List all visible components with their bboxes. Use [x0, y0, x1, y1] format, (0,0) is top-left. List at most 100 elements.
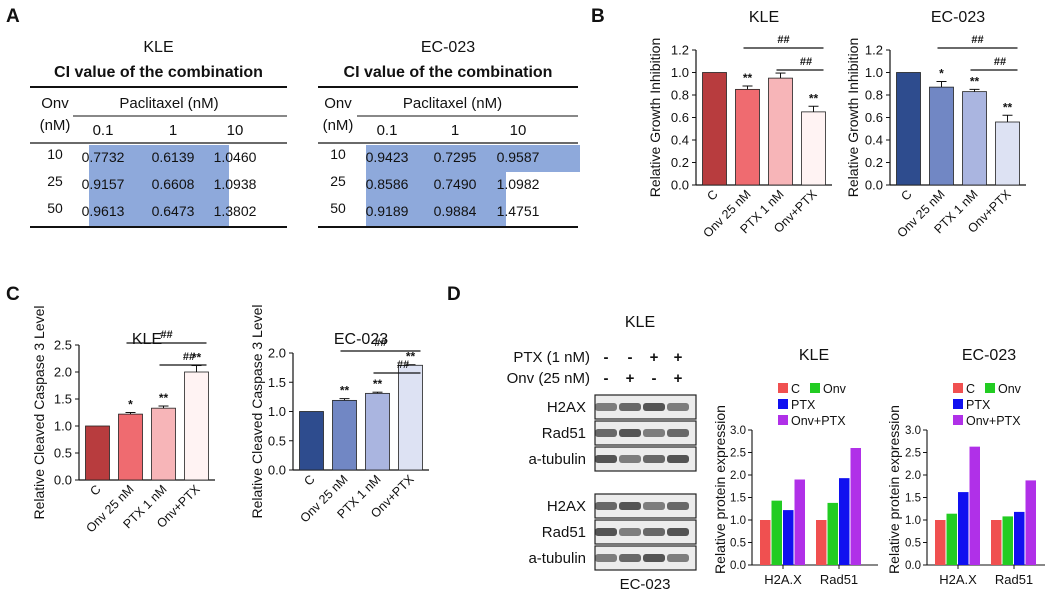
onv-dose: 10: [330, 146, 346, 162]
ptx-column-header: 1: [451, 122, 459, 139]
x-group-label: H2A.X: [764, 572, 802, 587]
significance-mark: **: [159, 391, 169, 405]
bracket-label: ##: [397, 359, 409, 371]
ci-value: 0.9587: [497, 149, 540, 165]
significance-mark: *: [939, 67, 944, 81]
y-tick-label: 2.0: [54, 365, 72, 380]
panel-label-d: D: [447, 284, 461, 305]
ci-value: 0.6473: [152, 203, 195, 219]
ci-value: 0.7295: [434, 149, 477, 165]
band-label: a-tubulin: [528, 550, 586, 567]
y-tick-label: 2.0: [268, 346, 286, 361]
protein-band: [595, 528, 617, 536]
chart-title: KLE: [132, 331, 162, 348]
highlight-cell: [89, 199, 159, 226]
protein-band: [619, 554, 641, 562]
table-caption: CI value of the combination: [344, 64, 553, 81]
bar: [768, 77, 793, 186]
protein-band: [619, 528, 641, 536]
x-group-label: Rad51: [995, 572, 1033, 587]
y-tick-label: 3.0: [905, 425, 921, 437]
y-tick-label: 0.5: [54, 446, 72, 461]
bar: [398, 364, 423, 471]
bar: [801, 111, 826, 186]
bar: [839, 478, 850, 565]
bar: [365, 392, 390, 471]
protein-band: [643, 455, 665, 463]
bar: [702, 72, 727, 186]
treatment-sign: -: [652, 370, 657, 387]
legend-label: C: [966, 382, 975, 396]
bar: [735, 88, 760, 186]
bar: [771, 500, 782, 565]
y-tick-label: 1.0: [730, 515, 746, 527]
protein-band: [595, 455, 617, 463]
legend-label: Onv: [998, 382, 1022, 396]
bracket-label: ##: [971, 34, 983, 46]
y-axis-label: Relative protein expression: [886, 405, 902, 574]
chart-protein-kle: KLE Relative protein expression 0.0 0.5 1.0 1…: [712, 347, 878, 587]
significance-mark: **: [809, 91, 819, 105]
blot-group-ec023: H2AX Rad51 a-tubulin: [528, 493, 697, 571]
y-tick-label: 2.5: [905, 448, 921, 460]
band-label: H2AX: [547, 399, 586, 416]
ptx-column-header: 10: [510, 122, 527, 139]
legend-label: Onv+PTX: [966, 414, 1021, 428]
x-category-label: C: [87, 482, 103, 498]
y-tick-label: 2.5: [54, 338, 72, 353]
onv-dose: 25: [47, 173, 63, 189]
protein-band: [595, 403, 617, 411]
bar: [850, 448, 861, 565]
treatment-sign: +: [674, 349, 683, 366]
bar: [299, 411, 324, 471]
y-axis-label: Relative Growth Inhibition: [845, 38, 861, 198]
y-tick-label: 0.5: [268, 433, 286, 448]
bar: [794, 479, 805, 565]
ci-value: 1.0460: [214, 149, 257, 165]
x-category-label: C: [898, 187, 914, 203]
protein-band: [619, 403, 641, 411]
bar: [991, 520, 1002, 565]
ptx-column-header: 10: [227, 122, 244, 139]
y-axis-label: Relative Growth Inhibition: [647, 38, 663, 198]
ci-value: 1.3802: [214, 203, 257, 219]
chart-growth-kle: KLE Relative Growth Inhibition 0.0 0.2 0.4 0.…: [647, 9, 832, 240]
onv-header: Onv: [324, 95, 352, 112]
y-tick-label: 0.0: [54, 473, 72, 488]
y-tick-label: 0.6: [865, 110, 883, 125]
bar: [1014, 511, 1025, 565]
x-group-label: H2A.X: [939, 572, 977, 587]
chart-growth-ec023: EC-023 Relative Growth Inhibition 0.0 0.2 0.…: [845, 9, 1026, 240]
y-tick-label: 0.0: [865, 178, 883, 193]
legend-swatch: [953, 399, 963, 409]
protein-band: [643, 528, 665, 536]
y-tick-label: 0.8: [671, 88, 689, 103]
ci-value: 0.6608: [152, 176, 195, 192]
highlight-cell: [436, 172, 506, 199]
protein-band: [667, 502, 689, 510]
ci-value: 0.9613: [82, 203, 125, 219]
ci-value: 0.6139: [152, 149, 195, 165]
x-category-label: C: [704, 187, 720, 203]
bar: [827, 502, 838, 565]
bar: [760, 520, 771, 565]
highlight-cell: [366, 172, 436, 199]
treatment-sign: +: [674, 370, 683, 387]
bracket-label: ##: [183, 351, 195, 363]
y-tick-label: 1.0: [54, 419, 72, 434]
ci-value: 1.0938: [214, 176, 257, 192]
highlight-cell: [436, 199, 506, 226]
protein-band: [595, 554, 617, 562]
protein-band: [667, 403, 689, 411]
protein-band: [667, 429, 689, 437]
chart-title: KLE: [799, 347, 829, 364]
treatment-sign: -: [628, 349, 633, 366]
y-tick-label: 1.5: [54, 392, 72, 407]
y-tick-label: 0.8: [865, 88, 883, 103]
bar: [1002, 516, 1013, 565]
bracket-label: ##: [800, 56, 812, 68]
bracket-label: ##: [994, 56, 1006, 68]
bar: [896, 72, 921, 186]
blot-bottom-label: EC-023: [620, 576, 671, 593]
x-category-label: C: [301, 472, 317, 488]
